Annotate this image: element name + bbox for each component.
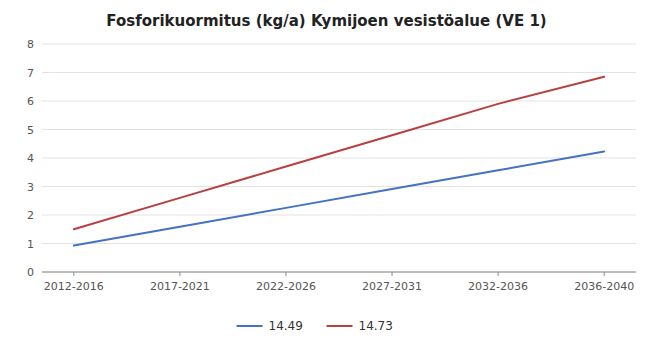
legend-swatch <box>327 325 353 327</box>
y-tick-label: 5 <box>27 124 34 137</box>
y-tick-label: 8 <box>27 38 34 51</box>
series-group <box>74 77 604 246</box>
grid-line <box>42 215 636 216</box>
grid-line <box>42 44 636 45</box>
y-tick-label: 6 <box>27 95 34 108</box>
x-tick <box>179 272 180 276</box>
x-tick <box>392 272 393 276</box>
x-tick-label: 2032-2036 <box>468 280 528 293</box>
y-tick-label: 3 <box>27 181 34 194</box>
chart-container: Fosforikuormitus (kg/a) Kymijoen vesistö… <box>0 0 653 355</box>
title: Fosforikuormitus (kg/a) Kymijoen vesistö… <box>106 12 546 30</box>
chart-svg: Fosforikuormitus (kg/a) Kymijoen vesistö… <box>0 0 653 355</box>
legend-swatch <box>237 325 263 327</box>
x-tick-label: 2036-2040 <box>574 280 634 293</box>
x-tick <box>604 272 605 276</box>
grid <box>42 44 636 272</box>
y-tick-label: 7 <box>27 67 34 80</box>
legend-label: 14.73 <box>359 319 393 333</box>
x-tick <box>285 272 286 276</box>
grid-line <box>42 158 636 159</box>
x-axis-line <box>42 272 636 273</box>
y-tick-label: 1 <box>27 238 34 251</box>
x-tick-label: 2027-2031 <box>362 280 422 293</box>
grid-line <box>42 72 636 73</box>
legend: 14.49 14.73 <box>237 319 393 333</box>
grid-line <box>42 101 636 102</box>
y-tick-label: 4 <box>27 152 34 165</box>
y-tick-label: 2 <box>27 209 34 222</box>
y-tick-label: 0 <box>27 266 34 279</box>
x-tick-label: 2017-2021 <box>150 280 210 293</box>
x-tick <box>498 272 499 276</box>
legend-label: 14.49 <box>269 319 303 333</box>
series-line <box>74 151 604 245</box>
grid-line <box>42 243 636 244</box>
grid-line <box>42 272 636 273</box>
x-tick-label: 2012-2016 <box>44 280 104 293</box>
x-tick <box>73 272 74 276</box>
grid-line <box>42 186 636 187</box>
series-line <box>74 77 604 229</box>
x-tick-label: 2022-2026 <box>256 280 316 293</box>
grid-line <box>42 129 636 130</box>
